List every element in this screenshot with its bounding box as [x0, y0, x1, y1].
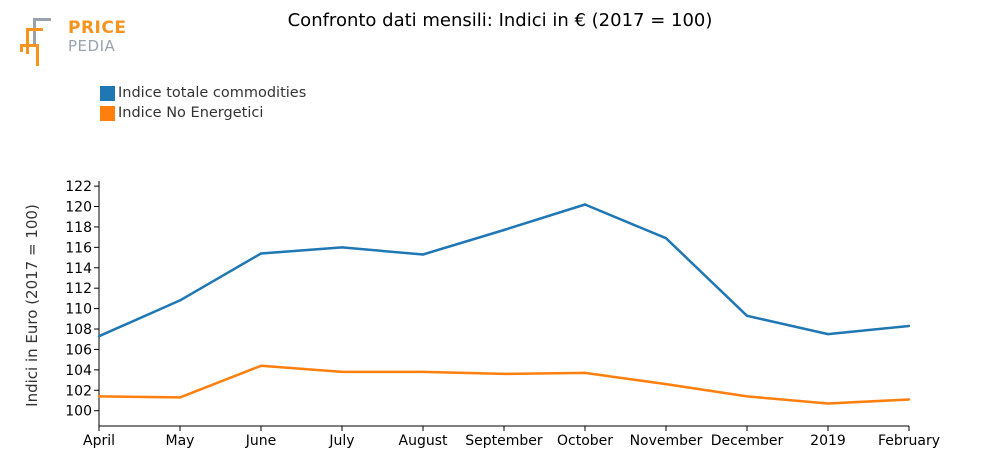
y-tick-label: 100 — [65, 404, 92, 420]
x-tick-label: October — [557, 433, 613, 449]
x-tick-label: 2019 — [810, 433, 846, 449]
data-point-total[interactable] — [421, 253, 425, 256]
legend-label-non-energy: Indice No Energetici — [118, 105, 264, 121]
data-point-non-energy[interactable] — [745, 395, 749, 398]
data-point-non-energy[interactable] — [502, 372, 506, 376]
data-point-non-energy[interactable] — [583, 371, 587, 375]
logo-text-pedia: PEDIA — [68, 37, 116, 55]
data-point-total[interactable] — [178, 299, 182, 302]
x-tick-label: February — [878, 433, 940, 449]
logo-text-price: PRICE — [68, 18, 127, 38]
series-line-total — [98, 203, 910, 338]
y-tick-label: 102 — [65, 383, 92, 399]
pricepedia-logo: PRICE PEDIA — [20, 18, 130, 70]
legend-swatch-non-energy — [100, 105, 115, 121]
y-tick-label: 110 — [65, 302, 92, 318]
x-tick-label: December — [711, 433, 784, 449]
series-line-non-energy — [98, 364, 910, 405]
x-tick-label: July — [328, 433, 354, 449]
x-tick-label: June — [245, 433, 277, 449]
x-tick-label: August — [399, 433, 449, 449]
data-point-non-energy[interactable] — [178, 396, 182, 399]
y-tick-label: 112 — [65, 281, 92, 297]
y-tick-label: 104 — [65, 363, 92, 379]
data-point-non-energy[interactable] — [259, 364, 263, 367]
y-tick-label: 122 — [65, 179, 92, 195]
data-point-total[interactable] — [97, 334, 101, 338]
data-point-non-energy[interactable] — [664, 382, 668, 386]
data-point-non-energy[interactable] — [421, 370, 425, 374]
chart-title: Confronto dati mensili: Indici in € (201… — [287, 10, 713, 31]
x-tick-label: November — [630, 433, 703, 449]
data-point-total[interactable] — [259, 252, 263, 255]
data-point-non-energy[interactable] — [907, 398, 911, 401]
legend: Indice totale commodities Indice No Ener… — [100, 83, 306, 123]
y-tick-label: 116 — [65, 240, 92, 256]
data-point-total[interactable] — [826, 332, 830, 336]
x-tick-label: May — [166, 433, 195, 449]
x-tick-label: April — [83, 433, 115, 449]
data-point-total[interactable] — [664, 236, 668, 240]
legend-item-non-energy[interactable]: Indice No Energetici — [100, 103, 306, 123]
legend-label-total: Indice totale commodities — [118, 85, 307, 101]
data-point-total[interactable] — [502, 228, 506, 232]
legend-item-total[interactable]: Indice totale commodities — [100, 83, 306, 103]
y-tick-label: 114 — [65, 261, 92, 277]
x-tick-label: September — [465, 433, 543, 449]
legend-swatch-total — [100, 85, 115, 101]
data-point-non-energy[interactable] — [97, 395, 101, 398]
pricepedia-logo-mark — [20, 18, 51, 66]
y-tick-label: 108 — [65, 322, 92, 338]
y-tick-label: 106 — [65, 342, 92, 358]
data-point-total[interactable] — [340, 246, 344, 249]
data-point-total[interactable] — [907, 324, 911, 328]
data-point-non-energy[interactable] — [340, 370, 344, 374]
y-tick-label: 118 — [65, 220, 92, 236]
data-point-total[interactable] — [583, 203, 587, 206]
data-point-total[interactable] — [745, 314, 749, 317]
data-point-non-energy[interactable] — [826, 402, 830, 405]
y-axis-label: Indici in Euro (2017 = 100) — [23, 204, 41, 407]
y-tick-label: 120 — [65, 200, 92, 216]
